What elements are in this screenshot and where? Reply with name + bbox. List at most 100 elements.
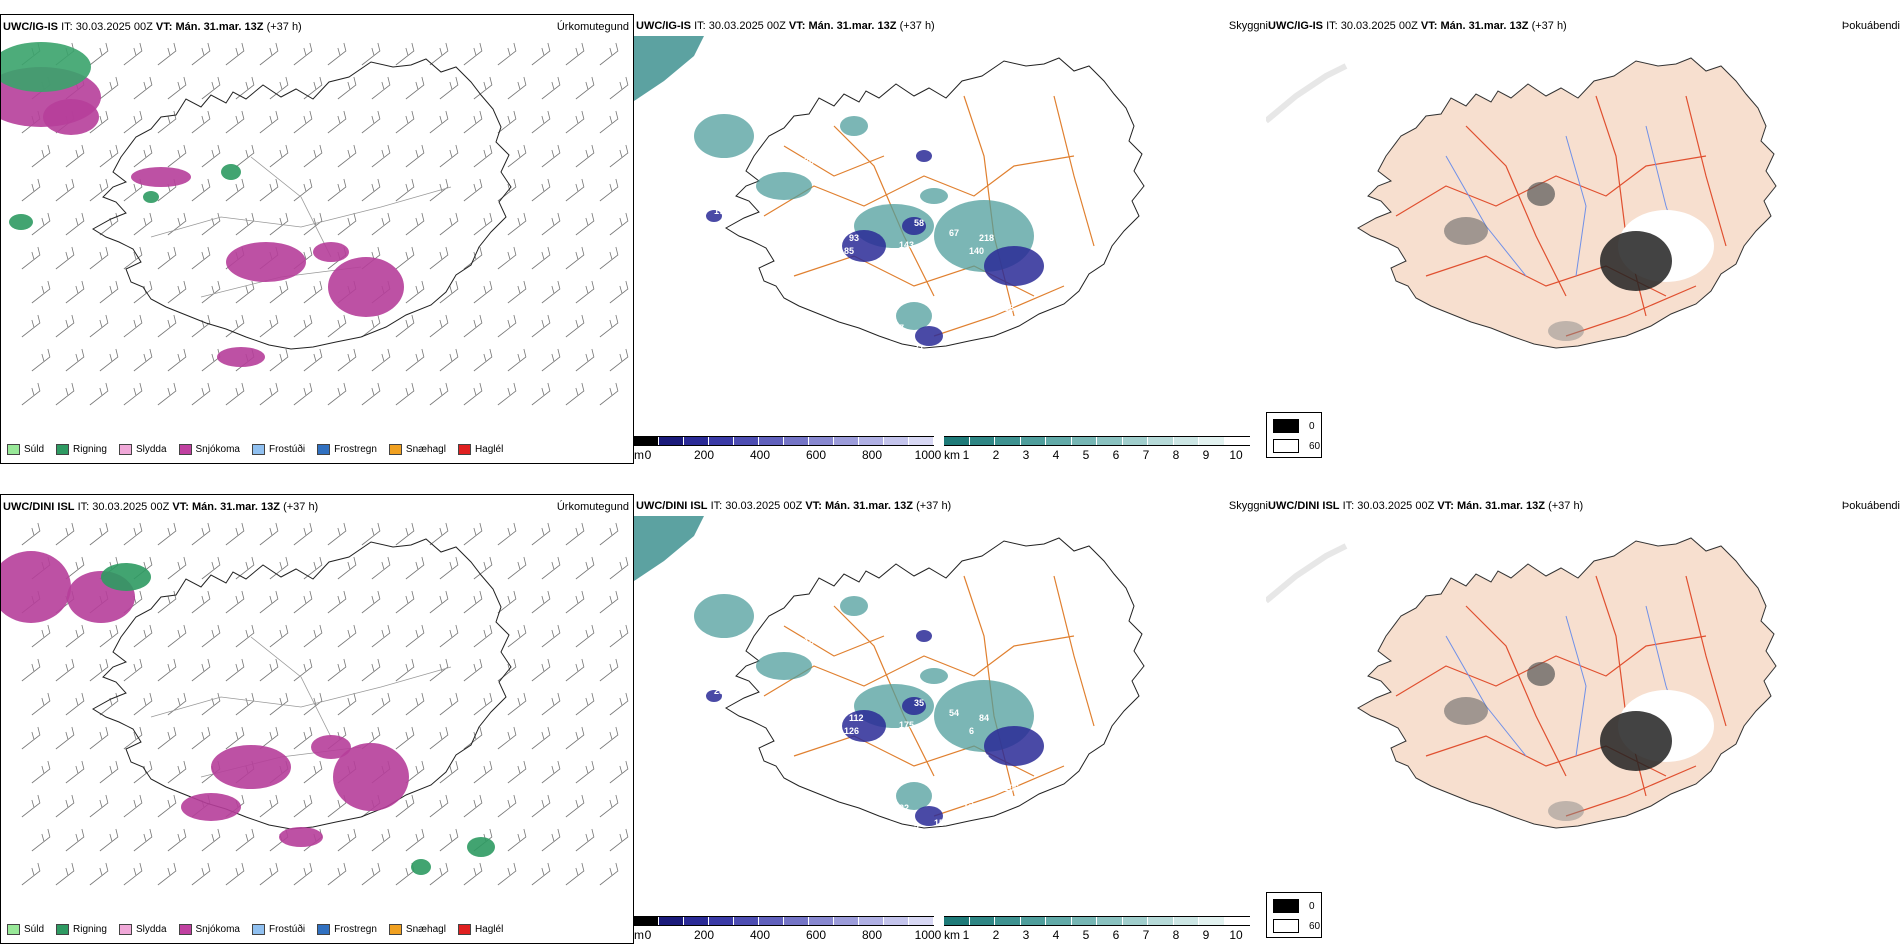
it-label: IT:: [694, 20, 706, 32]
tick-label: 6: [1112, 928, 1120, 942]
legend-label: Súld: [24, 924, 45, 935]
visibility-colorbar-segment: [1020, 437, 1046, 445]
tick-label: 8: [1172, 448, 1180, 462]
fog-legend-swatch: [1273, 899, 1299, 913]
ceiling-colorbar-segment: [784, 917, 809, 925]
ceiling-value: 32: [874, 793, 884, 803]
visibility-colorbar-segment: [1097, 917, 1123, 925]
vt-value: Mán. 31.mar. 13Z: [175, 21, 264, 33]
ceiling-colorbar-segment: [859, 437, 884, 445]
tick-label: 800: [861, 928, 883, 942]
colorbars: m 0 200 400 600 800 1000 km 1 2 3 4 5 6 7 8 9 10: [634, 14, 1264, 464]
precip-map: [1, 42, 629, 406]
visibility-colorbar-segment: [1199, 437, 1225, 445]
ceiling-colorbar-segment: [834, 437, 859, 445]
it-value: 30.03.2025 00Z: [725, 500, 803, 512]
ceiling-value: 85: [844, 246, 854, 256]
lead-time: (+37 h): [899, 20, 935, 32]
legend-label: Snæhagl: [405, 924, 446, 935]
tick-label: 200: [693, 448, 715, 462]
colorbars: m 0 200 400 600 800 1000 km 1 2 3 4 5 6 7 8 9 10: [634, 494, 1264, 944]
run-header: UWC/DINI ISL IT: 30.03.2025 00Z VT: Mán.…: [636, 500, 951, 512]
visibility-colorbar-segment: [1148, 917, 1174, 925]
legend-item-slydda: Slydda: [118, 444, 167, 455]
ceiling-value: 236: [834, 753, 849, 763]
visibility-title: Skyggni: [1228, 20, 1268, 32]
fog-panel-row2: UWC/DINI ISL IT: 30.03.2025 00Z VT: Mán.…: [1266, 494, 1900, 944]
ceiling-colorbar-segment: [709, 917, 734, 925]
legend-label: Rigning: [73, 444, 107, 455]
ceiling-value: 17: [714, 206, 724, 216]
tick-label: 6: [1112, 448, 1120, 462]
ceiling-value: 94: [849, 260, 859, 270]
ceiling-colorbar-unit: m: [634, 928, 644, 942]
ceiling-colorbar-segment: [809, 437, 834, 445]
fog-legend-row: 60: [1273, 919, 1320, 933]
fog-legend-label: 60: [1309, 440, 1321, 452]
visibility-colorbar-segment: [969, 437, 995, 445]
tick-label: 4: [1052, 448, 1060, 462]
ceiling-colorbar-segment: [859, 917, 884, 925]
tick-label: 5: [1082, 448, 1090, 462]
tick-label: 600: [805, 448, 827, 462]
visibility-colorbar-unit: km: [944, 928, 960, 942]
vt-value: Mán. 31.mar. 13Z: [191, 501, 280, 513]
legend-swatch: [457, 924, 471, 935]
lead-time: (+37 h): [1531, 20, 1567, 32]
legend-item-snjókoma: Snjókoma: [178, 924, 240, 935]
vt-label: VT:: [1437, 500, 1454, 512]
legend-item-rigning: Rigning: [56, 924, 107, 935]
ceiling-value: 106: [1004, 783, 1019, 793]
legend-item-súld: Súld: [7, 444, 44, 455]
precip-title: Úrkomutegund: [556, 21, 629, 33]
ceiling-value: 18: [804, 636, 814, 646]
ceiling-value: 333: [954, 752, 969, 762]
it-label: IT:: [77, 501, 90, 513]
ceiling-colorbar-segment: [809, 917, 834, 925]
tick-label: 10: [1229, 448, 1243, 462]
ceiling-colorbar-segment: [909, 437, 934, 445]
ceiling-value: 126: [844, 726, 859, 736]
legend-label: Súld: [24, 444, 45, 455]
visibility-colorbar-segment: [1173, 917, 1199, 925]
tick-label: 10: [1229, 928, 1243, 942]
legend-item-snjókoma: Snjókoma: [178, 444, 240, 455]
fog-legend: 0 60: [1266, 892, 1322, 938]
vt-label: VT:: [788, 20, 806, 32]
precip-panel-row2: UWC/DINI ISL IT: 30.03.2025 00Z VT: Mán.…: [0, 494, 634, 944]
vt-label: VT:: [805, 500, 822, 512]
model-name: UWC/IG-IS: [3, 21, 58, 33]
precip-legend: Súld Rigning Slydda Snjókoma Frostúði Frostre…: [7, 924, 503, 935]
ceiling-colorbar-segment: [659, 437, 684, 445]
visibility-colorbar-segment: [944, 437, 970, 445]
legend-label: Slydda: [135, 924, 167, 935]
visibility-colorbar-segment: [995, 917, 1021, 925]
legend-item-súld: Súld: [7, 924, 44, 935]
ceiling-colorbar-segment: [784, 437, 809, 445]
tick-label: 2: [992, 928, 1000, 942]
ceiling-value: 6: [969, 726, 974, 736]
legend-swatch: [7, 444, 20, 455]
visibility-colorbar-unit: km: [944, 448, 960, 462]
ceiling-value: 67: [894, 323, 904, 333]
tick-label: 7: [1142, 448, 1150, 462]
tick-label: 5: [1082, 928, 1090, 942]
visibility-colorbar-segment: [1071, 437, 1097, 445]
ceiling-value: 1: [874, 313, 879, 323]
ceiling-value: 25: [834, 273, 844, 283]
ceiling-value: 71: [914, 343, 924, 353]
lead-time: (+37 h): [283, 501, 319, 513]
legend-label: Snjókoma: [195, 924, 240, 935]
legend-swatch: [317, 444, 331, 455]
it-label: IT:: [710, 500, 723, 512]
fog-title: Þokuábendi: [1841, 20, 1900, 32]
visibility-colorbar: [944, 917, 1250, 925]
tick-label: 400: [749, 928, 771, 942]
visibility-colorbar-segment: [1046, 917, 1072, 925]
legend-item-frostúði: Frostúði: [251, 444, 305, 455]
legend-swatch: [388, 444, 402, 455]
visibility-colorbar-segment: [1199, 917, 1225, 925]
ceiling-value: 24: [764, 163, 774, 173]
ceiling-colorbar-segment: [909, 917, 934, 925]
ceiling-value: 73: [964, 798, 974, 808]
